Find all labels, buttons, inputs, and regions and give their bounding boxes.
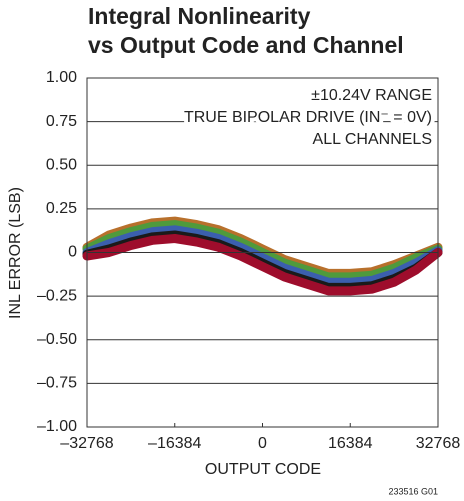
x-tick-label: 32768 bbox=[416, 435, 461, 452]
x-tick-label: 0 bbox=[258, 435, 267, 452]
y-tick-label: 1.00 bbox=[46, 69, 77, 86]
y-tick-label: –0.50 bbox=[37, 331, 77, 348]
chart-title: vs Output Code and Channel bbox=[88, 32, 404, 58]
y-tick-label: –0.75 bbox=[37, 375, 77, 392]
series-band bbox=[82, 234, 443, 296]
series-band bbox=[82, 225, 443, 287]
annotation: TRUE BIPOLAR DRIVE (IN⁻ = 0V) bbox=[184, 109, 432, 126]
y-tick-label: 0.50 bbox=[46, 156, 77, 173]
y-axis-label: INL ERROR (LSB) bbox=[7, 187, 24, 319]
x-tick-label: 16384 bbox=[328, 435, 373, 452]
chart-title: Integral Nonlinearity bbox=[88, 3, 311, 29]
y-tick-label: 0.25 bbox=[46, 200, 77, 217]
annotation: ±10.24V RANGE bbox=[311, 87, 432, 104]
y-tick-label: 0 bbox=[68, 244, 77, 261]
footnote: 233516 G01 bbox=[388, 486, 438, 496]
x-tick-label: –16384 bbox=[148, 435, 201, 452]
y-tick-label: –1.00 bbox=[37, 418, 77, 435]
y-tick-label: 0.75 bbox=[46, 113, 77, 130]
x-axis-label: OUTPUT CODE bbox=[205, 461, 321, 478]
y-tick-label: –0.25 bbox=[37, 287, 77, 304]
x-tick-label: –32768 bbox=[60, 435, 113, 452]
annotation: ALL CHANNELS bbox=[313, 131, 432, 148]
